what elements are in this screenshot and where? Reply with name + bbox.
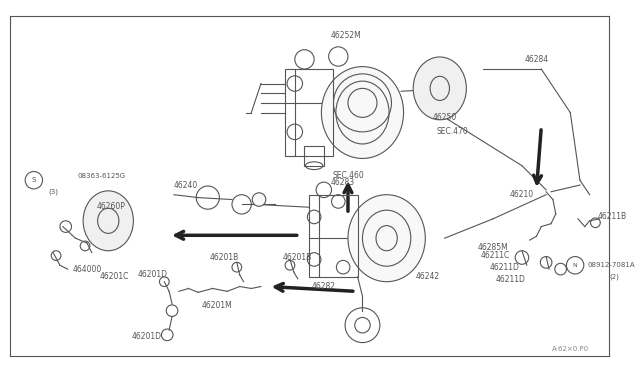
Text: 46201C: 46201C (99, 272, 129, 281)
Ellipse shape (348, 195, 426, 282)
Text: 46201D: 46201D (132, 332, 162, 341)
Text: 46285M: 46285M (477, 243, 508, 252)
Text: 08912-7081A: 08912-7081A (588, 262, 636, 268)
Text: (3): (3) (48, 189, 58, 195)
Text: 46211D: 46211D (490, 263, 520, 272)
Text: 46282: 46282 (312, 282, 336, 291)
Bar (285, 69, 333, 156)
Text: N: N (573, 263, 577, 268)
Text: 46201B: 46201B (283, 253, 312, 262)
Bar (305, 146, 324, 166)
Text: 46242: 46242 (415, 272, 439, 281)
Text: 46240: 46240 (173, 180, 198, 189)
Text: 46201M: 46201M (202, 301, 233, 310)
Ellipse shape (413, 57, 467, 120)
Text: S: S (31, 177, 36, 183)
Ellipse shape (83, 191, 133, 251)
Text: 46211D: 46211D (495, 275, 525, 284)
Text: 46260P: 46260P (97, 202, 125, 211)
Ellipse shape (362, 210, 411, 266)
Ellipse shape (321, 67, 404, 158)
Text: SEC.470: SEC.470 (436, 127, 468, 137)
Text: 46252M: 46252M (331, 31, 362, 40)
Circle shape (252, 193, 266, 206)
Ellipse shape (336, 81, 389, 144)
Text: A·62×0.P0: A·62×0.P0 (552, 346, 589, 352)
Text: 46283: 46283 (331, 178, 355, 187)
Text: 464000: 464000 (72, 264, 102, 274)
Text: 46211B: 46211B (597, 212, 627, 221)
Text: (2): (2) (609, 274, 619, 280)
Text: 46210: 46210 (510, 190, 534, 199)
Text: SEC.460: SEC.460 (332, 171, 364, 180)
Text: 46250: 46250 (433, 113, 457, 122)
Text: 46211C: 46211C (480, 251, 509, 260)
Bar (309, 195, 358, 277)
Text: 46201D: 46201D (138, 270, 168, 279)
Text: 46284: 46284 (524, 55, 548, 64)
Text: 46201B: 46201B (210, 253, 239, 262)
Text: 08363-6125G: 08363-6125G (77, 173, 125, 179)
